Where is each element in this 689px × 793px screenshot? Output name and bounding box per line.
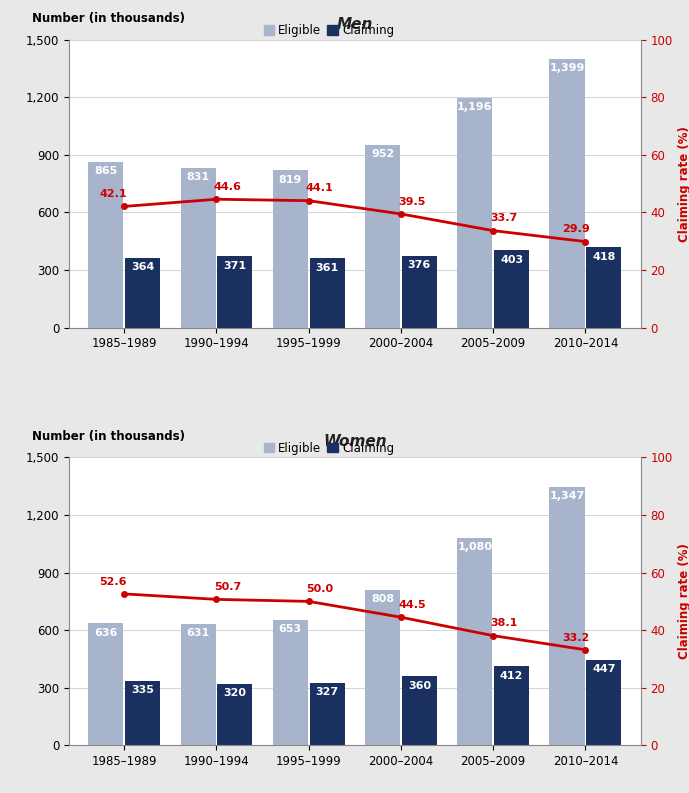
Text: 831: 831: [187, 172, 209, 182]
Bar: [549, 487, 584, 745]
Text: 865: 865: [94, 166, 117, 176]
Bar: [494, 251, 529, 328]
Text: 39.5: 39.5: [398, 197, 426, 207]
Text: 447: 447: [592, 664, 616, 674]
Bar: [457, 538, 492, 745]
Title: Women: Women: [323, 435, 387, 450]
Text: 361: 361: [316, 262, 339, 273]
Text: 44.1: 44.1: [306, 183, 333, 193]
Text: 952: 952: [371, 149, 394, 159]
Text: 403: 403: [500, 255, 523, 265]
Bar: [88, 623, 123, 745]
Text: 371: 371: [223, 261, 247, 270]
Bar: [494, 666, 529, 745]
Bar: [549, 59, 584, 328]
Text: 653: 653: [279, 624, 302, 634]
Bar: [586, 247, 621, 328]
Bar: [457, 98, 492, 328]
Text: 335: 335: [131, 685, 154, 695]
Bar: [273, 620, 308, 745]
Text: 808: 808: [371, 595, 394, 604]
Text: 1,196: 1,196: [457, 102, 493, 113]
Bar: [402, 676, 437, 745]
Bar: [218, 684, 252, 745]
Bar: [181, 168, 216, 328]
Text: 360: 360: [408, 680, 431, 691]
Text: 33.2: 33.2: [563, 633, 590, 642]
Y-axis label: Claiming rate (%): Claiming rate (%): [678, 543, 689, 659]
Text: 44.6: 44.6: [214, 182, 241, 192]
Text: 50.0: 50.0: [306, 584, 333, 594]
Bar: [365, 145, 400, 328]
Text: 1,347: 1,347: [549, 491, 584, 501]
Text: 50.7: 50.7: [214, 582, 241, 592]
Text: 33.7: 33.7: [491, 213, 518, 224]
Text: 819: 819: [278, 174, 302, 185]
Bar: [125, 681, 161, 745]
Bar: [88, 162, 123, 328]
Text: 52.6: 52.6: [99, 577, 127, 587]
Text: 320: 320: [223, 688, 247, 698]
Bar: [309, 683, 344, 745]
Text: 327: 327: [316, 687, 339, 697]
Bar: [365, 590, 400, 745]
Bar: [402, 255, 437, 328]
Text: Number (in thousands): Number (in thousands): [32, 430, 185, 443]
Text: 38.1: 38.1: [491, 619, 518, 629]
Legend: Eligible, Claiming: Eligible, Claiming: [263, 442, 394, 454]
Text: 29.9: 29.9: [562, 224, 590, 235]
Text: Number (in thousands): Number (in thousands): [32, 12, 185, 25]
Text: 418: 418: [592, 251, 615, 262]
Text: 636: 636: [94, 627, 118, 638]
Bar: [273, 170, 308, 328]
Text: 631: 631: [187, 629, 209, 638]
Bar: [309, 259, 344, 328]
Text: 364: 364: [131, 262, 154, 272]
Text: 42.1: 42.1: [99, 190, 127, 199]
Bar: [218, 256, 252, 328]
Bar: [125, 258, 161, 328]
Text: 376: 376: [408, 260, 431, 270]
Y-axis label: Claiming rate (%): Claiming rate (%): [678, 126, 689, 242]
Title: Men: Men: [337, 17, 373, 32]
Text: 412: 412: [500, 671, 524, 680]
Text: 1,399: 1,399: [549, 63, 585, 73]
Legend: Eligible, Claiming: Eligible, Claiming: [263, 24, 394, 37]
Bar: [586, 660, 621, 745]
Text: 1,080: 1,080: [457, 542, 492, 552]
Text: 44.5: 44.5: [398, 600, 426, 610]
Bar: [181, 624, 216, 745]
